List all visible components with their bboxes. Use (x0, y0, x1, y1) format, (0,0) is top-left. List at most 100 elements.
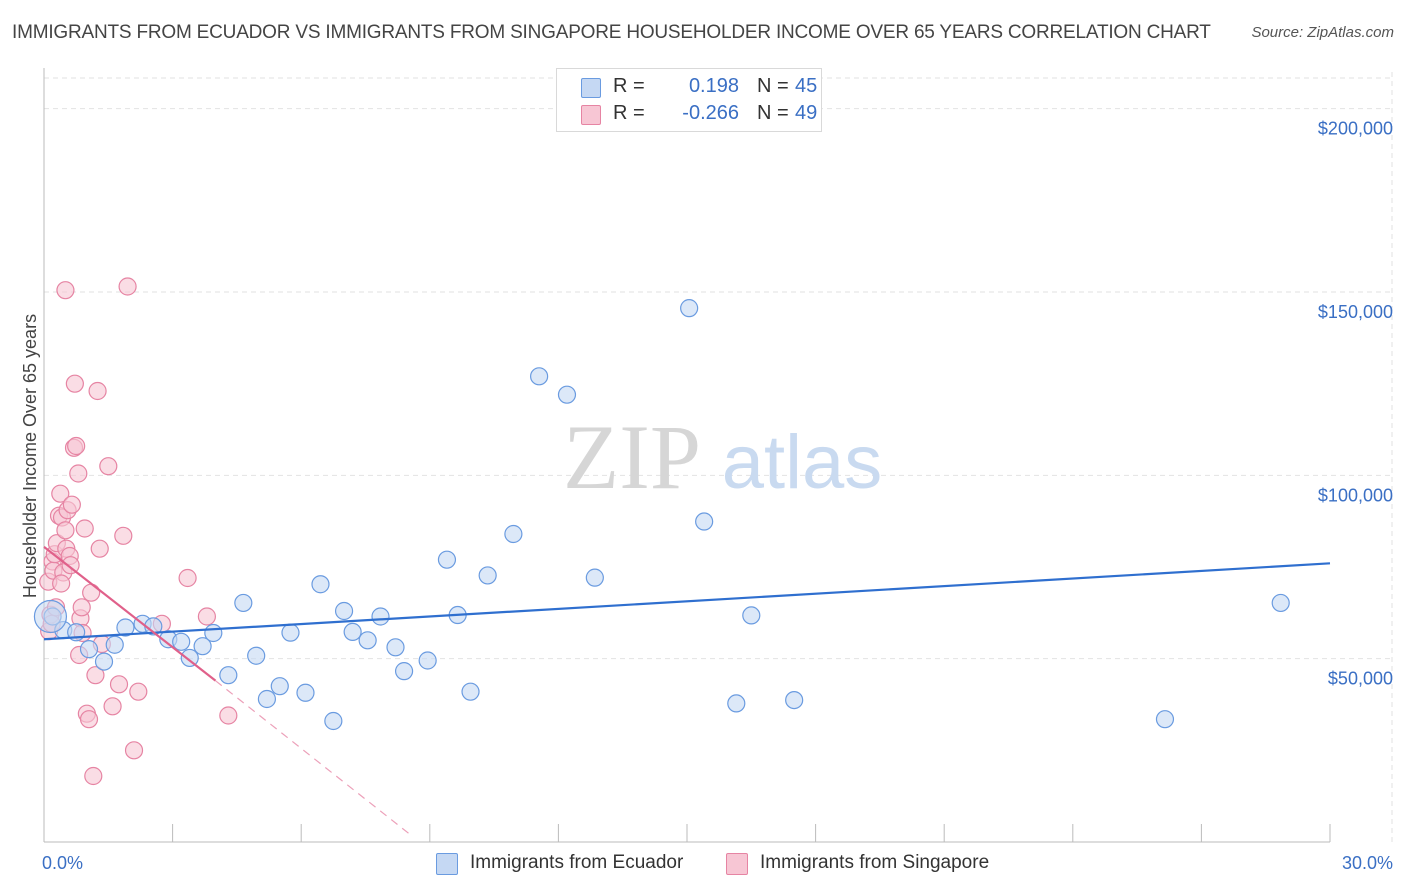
ecuador-point (219, 666, 238, 685)
legend-n-label: N = (757, 75, 789, 97)
legend-r-label: R = (613, 102, 645, 124)
singapore-trend-line (215, 680, 414, 837)
singapore-point (75, 519, 94, 538)
ecuador-point (530, 367, 549, 386)
chart-title: IMMIGRANTS FROM ECUADOR VS IMMIGRANTS FR… (12, 22, 1211, 43)
ecuador-point (343, 622, 362, 642)
ecuador-point (1271, 593, 1290, 613)
singapore-point (82, 583, 101, 602)
singapore-point (129, 682, 148, 701)
legend-r-label: R = (613, 75, 645, 97)
ecuador-point (116, 618, 135, 637)
ecuador-swatch (581, 78, 601, 98)
watermark-atlas: atlas (722, 420, 883, 505)
ecuador-point (105, 635, 124, 654)
singapore-point (84, 766, 103, 786)
y-tick-label: $200,000 (1318, 119, 1393, 139)
ecuador-point (79, 640, 99, 659)
ecuador-point (180, 648, 199, 668)
ecuador-point (504, 524, 523, 544)
ecuador-point (418, 651, 437, 670)
y-tick-label: $100,000 (1318, 485, 1393, 505)
source-note: Source: ZipAtlas.com (1251, 24, 1394, 41)
grid-lines (44, 72, 1393, 842)
singapore-point (86, 666, 105, 685)
legend-r-value: 0.198 (688, 75, 739, 97)
ecuador-point (461, 682, 480, 701)
ecuador-point (296, 683, 315, 702)
ecuador-point (1155, 710, 1175, 729)
ecuador-points (33, 299, 1290, 731)
axes (43, 68, 1331, 843)
watermark-zip: ZIP (563, 406, 701, 508)
singapore-swatch (581, 105, 601, 125)
singapore-legend-swatch (726, 853, 748, 875)
singapore-point (103, 697, 122, 716)
ecuador-point (358, 631, 377, 650)
singapore-points (39, 277, 238, 786)
trend-lines (43, 545, 1331, 837)
singapore-point (61, 556, 80, 575)
singapore-point (65, 374, 84, 393)
ecuador-point (394, 662, 414, 681)
ecuador-point (695, 512, 714, 531)
ecuador-point (742, 606, 761, 625)
singapore-point (88, 381, 107, 401)
ecuador-point (204, 623, 223, 643)
ecuador-point (172, 632, 191, 651)
ecuador-point (281, 623, 300, 642)
legend-n-label: N = (757, 102, 789, 124)
ecuador-point (247, 646, 266, 665)
singapore-point (99, 457, 118, 476)
legend-n-value: 49 (795, 102, 818, 124)
ecuador-point (680, 299, 699, 318)
singapore-point (52, 574, 71, 593)
singapore-point (62, 495, 81, 514)
singapore-point (72, 598, 91, 617)
ecuador-cluster-point (33, 599, 68, 634)
x-tick-label: 30.0% (1342, 853, 1393, 873)
ecuador-legend-swatch (436, 853, 458, 875)
ecuador-point (311, 575, 330, 594)
ecuador-legend-label: Immigrants from Ecuador (470, 852, 684, 873)
singapore-point (67, 436, 86, 456)
singapore-point (51, 484, 70, 503)
singapore-point (114, 526, 133, 545)
singapore-point (90, 539, 109, 558)
watermark: ZIP atlas (563, 406, 882, 508)
singapore-point (178, 568, 197, 588)
ecuador-point (386, 638, 405, 657)
singapore-point (56, 521, 75, 540)
singapore-point (79, 710, 99, 729)
singapore-legend-label: Immigrants from Singapore (760, 852, 990, 873)
ecuador-point (257, 689, 277, 709)
tick-labels: $50,000 $100,000 $150,000 $200,000 0.0% 30.0% (42, 119, 1393, 873)
singapore-point (69, 464, 88, 483)
ecuador-point (371, 607, 390, 626)
ecuador-point (234, 593, 253, 613)
ecuador-point (557, 385, 577, 404)
ecuador-point (785, 690, 804, 710)
y-axis-label: Householder Income Over 65 years (20, 314, 40, 598)
ecuador-point (727, 694, 746, 713)
ecuador-point (324, 711, 343, 731)
ecuador-point (478, 566, 497, 585)
singapore-point (197, 607, 216, 626)
y-tick-label: $150,000 (1318, 302, 1393, 322)
ecuador-point (94, 652, 114, 671)
ecuador-point (585, 568, 604, 587)
singapore-trend-line (43, 545, 217, 682)
singapore-point (219, 706, 238, 725)
legend-n-value: 45 (795, 75, 818, 97)
correlation-legend: R = 0.198 N = 45 R = -0.266 N = 49 (556, 68, 822, 132)
singapore-point (109, 675, 129, 694)
ecuador-point (437, 550, 457, 569)
singapore-point (56, 281, 75, 300)
ecuador-point (193, 637, 212, 656)
bottom-legend-singapore: Immigrants from Singapore (726, 852, 1016, 876)
y-tick-label: $50,000 (1328, 669, 1393, 689)
legend-r-value: -0.266 (682, 102, 739, 124)
ecuador-point (270, 677, 289, 696)
ecuador-point (334, 601, 354, 621)
